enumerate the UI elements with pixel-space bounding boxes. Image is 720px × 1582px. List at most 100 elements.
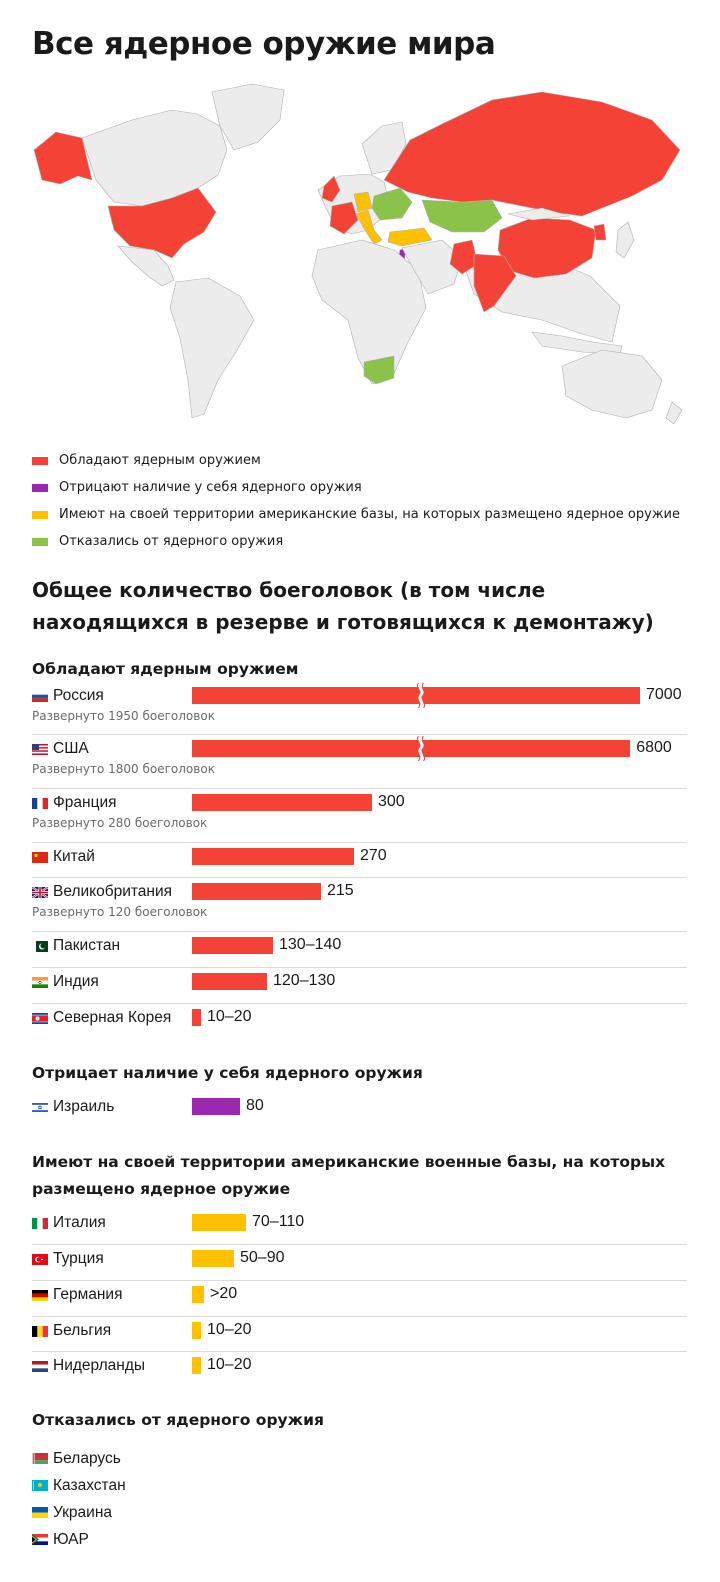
legend-label: Имеют на своей территории американские б… (59, 507, 680, 522)
country-name: Италия (53, 1214, 106, 1231)
country-label: США (32, 740, 89, 758)
country-name: Украина (53, 1503, 113, 1521)
renounced-country: Казахстан (32, 1472, 126, 1499)
bar-row: Пакистан 130–140 (32, 932, 687, 968)
bar-row: Германия >20 (32, 1281, 687, 1317)
italy-shape (355, 209, 383, 245)
bar (192, 1286, 204, 1303)
usa-shape (107, 187, 217, 259)
south-africa-shape (363, 355, 395, 385)
bar (192, 973, 267, 990)
legend-label: Обладают ядерным оружием (59, 453, 261, 468)
flag-cn-icon (32, 851, 48, 863)
flag-za-icon (32, 1534, 48, 1545)
country-label: Германия (32, 1286, 123, 1304)
bar (192, 1357, 201, 1374)
bar-value-label: 7000 (646, 686, 682, 703)
deployed-note: Развернуто 1950 боеголовок (32, 709, 215, 723)
bar (192, 740, 631, 757)
axis-break-icon (416, 736, 426, 761)
bar (192, 687, 640, 704)
country-label: Пакистан (32, 937, 120, 955)
flag-ru-icon (32, 690, 48, 702)
page-title: Все ядерное оружие мира (32, 26, 496, 62)
flag-kp-icon (32, 1012, 48, 1024)
greenland-shape (211, 83, 285, 151)
flag-pk-icon (32, 940, 48, 952)
flag-ua-icon (32, 1507, 48, 1518)
legend-label: Отрицают наличие у себя ядерного оружия (59, 480, 362, 495)
pakistan-shape (449, 239, 479, 275)
china-shape (497, 217, 597, 279)
bar (192, 883, 321, 900)
chart-title: Общее количество боеголовок (в том числе… (32, 578, 654, 634)
flag-de-icon (32, 1289, 48, 1301)
bar-value-label: >20 (210, 1285, 238, 1302)
country-label: Индия (32, 973, 99, 991)
country-name: Великобритания (53, 883, 173, 900)
country-label: Бельгия (32, 1322, 111, 1340)
renounced-heading: Отказались от ядерного оружия (32, 1411, 324, 1429)
renounced-country: ЮАР (32, 1526, 126, 1553)
bar-value-label: 270 (360, 847, 387, 864)
bar-row: Франция Развернуто 280 боеголовок 300 (32, 789, 687, 843)
bar-value-label: 80 (246, 1097, 264, 1114)
bar-value-label: 70–110 (252, 1213, 305, 1230)
country-name: Нидерланды (53, 1357, 146, 1374)
middle-east-shape (401, 239, 463, 295)
renounced-list: Беларусь Казахстан Украина ЮАР (32, 1445, 126, 1553)
country-name: Индия (53, 973, 99, 990)
country-label: Великобритания (32, 883, 172, 901)
bar-row: Италия 70–110 (32, 1209, 687, 1245)
kazakhstan-shape (421, 199, 503, 233)
map-legend: Обладают ядерным оружием Отрицают наличие… (32, 447, 712, 555)
russia-shape (383, 91, 681, 217)
bar-value-label: 120–130 (273, 972, 336, 989)
flag-nl-icon (32, 1360, 48, 1372)
flag-fr-icon (32, 797, 48, 809)
country-name: Израиль (53, 1098, 115, 1115)
bar-value-label: 10–20 (207, 1008, 252, 1025)
legend-item: Имеют на своей территории американские б… (32, 501, 712, 528)
flag-by-icon (32, 1453, 48, 1464)
country-label: Италия (32, 1214, 106, 1232)
bar-value-label: 10–20 (207, 1356, 252, 1373)
bar (192, 848, 354, 865)
country-name: Северная Корея (53, 1009, 172, 1026)
bar-row: Северная Корея 10–20 (32, 1004, 687, 1033)
chart-group-heading: Отрицает наличие у себя ядерного оружия (32, 1064, 423, 1082)
deployed-note: Развернуто 280 боеголовок (32, 816, 208, 830)
country-name: США (53, 740, 89, 757)
flag-us-icon (32, 743, 48, 755)
bar-value-label: 50–90 (240, 1249, 285, 1266)
country-name: Бельгия (53, 1322, 112, 1339)
legend-swatch (32, 456, 48, 465)
bar-value-label: 215 (327, 882, 354, 899)
bar-row: Нидерланды 10–20 (32, 1352, 687, 1381)
flag-it-icon (32, 1217, 48, 1229)
uk-shape (321, 175, 341, 203)
flag-in-icon (32, 976, 48, 988)
indonesia-shape (531, 331, 623, 355)
legend-swatch (32, 537, 48, 546)
country-name: Россия (53, 687, 104, 704)
bar-row: Индия 120–130 (32, 968, 687, 1004)
country-label: Израиль (32, 1098, 114, 1116)
bar-value-label: 10–20 (207, 1321, 252, 1338)
country-name: Казахстан (53, 1476, 126, 1494)
country-label: Франция (32, 794, 117, 812)
bar (192, 1098, 240, 1115)
mongolia-shape (507, 207, 571, 221)
bar (192, 1214, 246, 1231)
country-name: Пакистан (53, 937, 121, 954)
legend-swatch (32, 510, 48, 519)
renounced-country: Беларусь (32, 1445, 126, 1472)
flag-gb-icon (32, 886, 48, 898)
renounced-country: Украина (32, 1499, 126, 1526)
flag-tr-icon (32, 1253, 48, 1265)
country-name: Франция (53, 794, 117, 811)
world-map (33, 83, 683, 425)
south-america-shape (169, 277, 255, 419)
bar (192, 1250, 234, 1267)
country-name: Турция (53, 1250, 104, 1267)
